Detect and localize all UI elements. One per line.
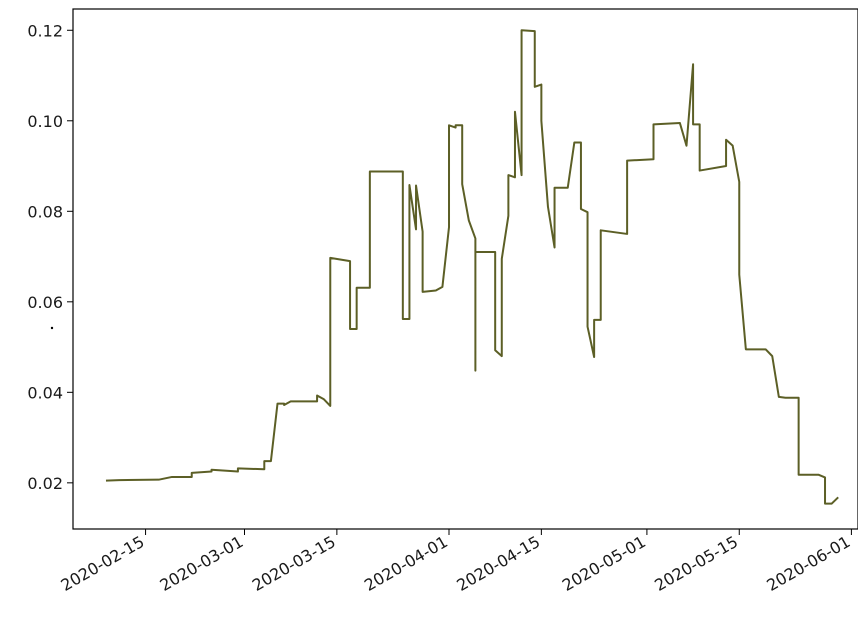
x-tick-label: 2020-06-01 [763, 532, 853, 595]
x-tick-label: 2020-05-15 [651, 532, 741, 595]
axes-frame [72, 8, 858, 530]
x-tick-label: 2020-04-15 [453, 532, 543, 595]
y-axis: 0.02 0.04 0.06 0.08 0.10 0.12 [27, 21, 73, 493]
x-tick-label: 2020-03-01 [156, 532, 246, 595]
y-tick-label: 0.02 [27, 474, 63, 493]
y-tick-label: 0.12 [27, 21, 63, 40]
series-line [105, 29, 839, 505]
plot-area [105, 29, 839, 505]
y-tick-label: 0.04 [27, 383, 63, 402]
x-tick-label: 2020-03-15 [249, 532, 339, 595]
stray-dot [50, 326, 54, 330]
x-tick-label: 2020-02-15 [58, 532, 148, 595]
x-axis: 2020-02-15 2020-03-01 2020-03-15 2020-04-01… [58, 529, 853, 595]
x-tick-label: 2020-05-01 [559, 532, 649, 595]
y-tick-label: 0.10 [27, 112, 63, 131]
y-tick-label: 0.08 [27, 202, 63, 221]
x-tick-label: 2020-04-01 [361, 532, 451, 595]
y-tick-label: 0.06 [27, 293, 63, 312]
